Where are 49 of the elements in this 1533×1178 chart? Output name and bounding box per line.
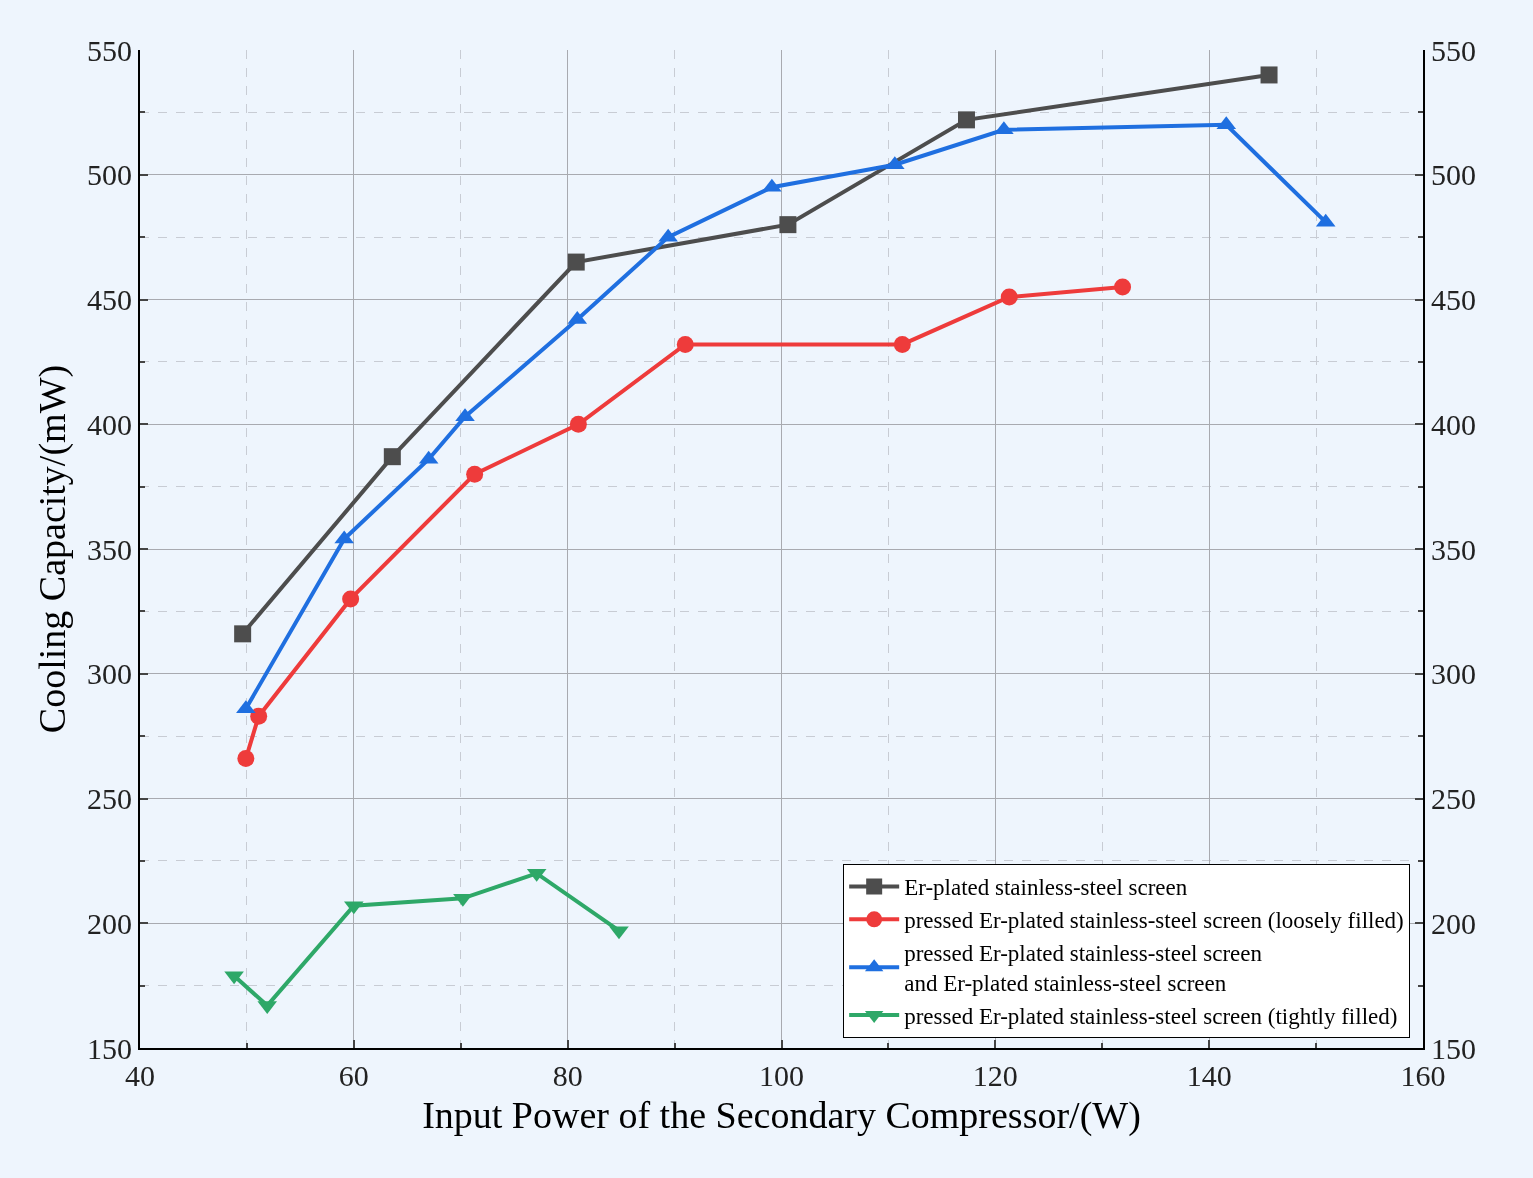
point [250, 707, 268, 725]
y2-tick-label: 550 [1431, 33, 1476, 67]
y2-tick-label: 500 [1431, 158, 1476, 192]
point [994, 121, 1014, 135]
y-tick-label: 500 [87, 158, 132, 192]
legend-label: Er-plated stainless-steel screen [904, 875, 1188, 901]
x-tick-label: 100 [759, 1059, 804, 1092]
y-tick-label: 300 [87, 657, 132, 691]
y-tick-label: 450 [87, 283, 132, 316]
point [237, 750, 255, 768]
y2-tick-label: 450 [1431, 283, 1476, 316]
x-tick-label: 140 [1186, 1059, 1232, 1092]
y2-tick-label: 250 [1431, 782, 1476, 815]
point [762, 178, 782, 192]
y-tick-label: 550 [87, 33, 132, 67]
x-axis-title: Input Power of the Secondary Compressor/(W) [422, 1093, 1141, 1137]
point [1260, 66, 1278, 84]
x-tick-label: 120 [972, 1059, 1018, 1092]
point [466, 465, 484, 483]
point [957, 111, 975, 129]
y2-tick-label: 300 [1431, 657, 1476, 691]
point [234, 625, 252, 643]
point [567, 253, 585, 271]
legend-label: pressed Er-plated stainless-steel screen (tightly filled) [904, 1004, 1398, 1030]
point [779, 216, 797, 234]
y-tick-label: 350 [87, 532, 132, 566]
point [569, 415, 587, 433]
point [676, 335, 694, 353]
y-axis-title: Cooling Capacity/(mW) [30, 364, 74, 734]
point [893, 335, 911, 353]
y-tick-label: 200 [87, 906, 132, 940]
y2-tick-label: 200 [1431, 906, 1476, 940]
point [1000, 288, 1018, 306]
point [342, 590, 360, 608]
point [344, 901, 364, 915]
x-tick-label: 80 [552, 1059, 583, 1092]
y2-tick-label: 350 [1431, 532, 1476, 566]
y2-tick-label: 400 [1431, 407, 1476, 441]
point [1114, 278, 1132, 296]
point [609, 926, 629, 940]
x-tick-label: 60 [338, 1059, 369, 1092]
legend-label: pressed Er-plated stainless-steel screen (loosely filled) [904, 908, 1404, 934]
point [658, 228, 678, 242]
point [455, 408, 475, 422]
y-tick-label: 400 [87, 407, 132, 441]
point [885, 156, 905, 170]
y-tick-label: 250 [87, 782, 132, 815]
point [383, 448, 401, 466]
point [224, 971, 244, 985]
